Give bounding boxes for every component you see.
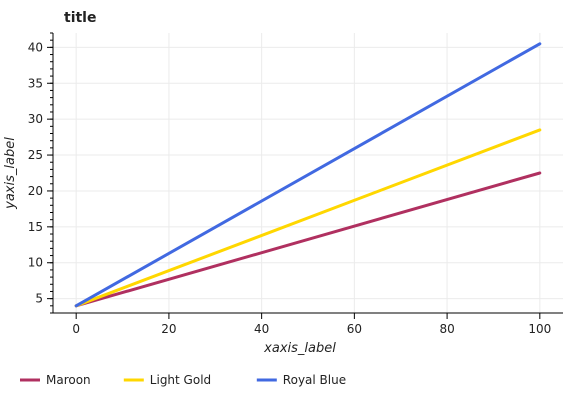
y-tick-label: 35 [28,76,43,90]
y-tick-label: 25 [28,148,43,162]
y-tick-label: 30 [28,112,43,126]
y-tick-label: 5 [35,292,43,306]
y-tick-label: 20 [28,184,43,198]
x-tick-label: 100 [528,322,551,336]
series-line [74,128,542,308]
y-tick-label: 15 [28,220,43,234]
x-tick-label: 80 [439,322,454,336]
series-line [74,171,542,308]
legend-label: Royal Blue [283,373,346,387]
x-axis-title: xaxis_label [263,341,336,356]
series-lines [74,42,542,308]
y-axis-title: yaxis_label [3,137,18,210]
y-tick-label: 40 [28,40,43,54]
legend-label: Light Gold [150,373,211,387]
x-tick-label: 0 [72,322,80,336]
axes: 5 10 15 20 25 30 35 40 0 20 40 60 80 100 [28,32,563,336]
legend-label: Maroon [46,373,91,387]
chart-title: title [64,10,96,26]
x-tick-label: 20 [161,322,176,336]
x-tick-label: 40 [254,322,269,336]
series-line [74,42,542,308]
x-tick-label: 60 [347,322,362,336]
y-tick-label: 10 [28,256,43,270]
legend: Maroon Light Gold Royal Blue [20,373,346,387]
